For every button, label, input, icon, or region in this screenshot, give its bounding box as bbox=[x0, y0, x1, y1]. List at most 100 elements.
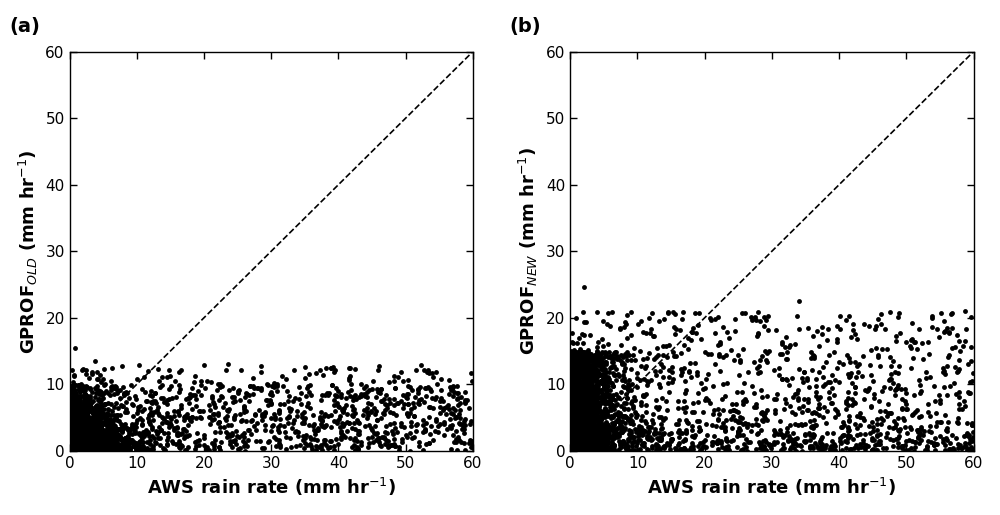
Point bbox=[288, 442, 304, 450]
Point bbox=[572, 398, 588, 406]
Point bbox=[450, 394, 466, 403]
Point bbox=[63, 436, 79, 444]
Point bbox=[573, 403, 589, 411]
Point bbox=[643, 375, 659, 384]
Point bbox=[81, 447, 97, 455]
Point bbox=[62, 432, 78, 440]
Point bbox=[574, 433, 590, 441]
Point bbox=[565, 364, 581, 372]
Point bbox=[63, 445, 79, 453]
Point bbox=[562, 410, 578, 418]
Point bbox=[769, 437, 785, 445]
Point bbox=[576, 447, 592, 455]
Point bbox=[590, 425, 606, 434]
Point bbox=[393, 422, 409, 430]
Point bbox=[576, 365, 592, 373]
Point bbox=[365, 438, 381, 447]
Point bbox=[66, 435, 82, 443]
Point bbox=[578, 414, 594, 422]
Point bbox=[754, 416, 770, 424]
Point bbox=[220, 430, 236, 438]
Point bbox=[89, 419, 105, 427]
Point bbox=[69, 427, 85, 436]
Point bbox=[80, 445, 96, 454]
Point bbox=[877, 324, 893, 333]
Point bbox=[610, 392, 626, 401]
Point bbox=[89, 368, 105, 376]
Point bbox=[305, 410, 321, 419]
Point bbox=[593, 441, 609, 450]
Point bbox=[90, 402, 106, 410]
Point bbox=[64, 398, 80, 406]
Point bbox=[78, 446, 94, 454]
Point bbox=[159, 409, 175, 417]
Point bbox=[924, 322, 940, 331]
Point bbox=[73, 439, 89, 448]
Point bbox=[950, 419, 966, 427]
Point bbox=[432, 397, 448, 405]
Point bbox=[88, 384, 104, 392]
Point bbox=[579, 384, 595, 392]
Point bbox=[683, 336, 699, 344]
Point bbox=[180, 443, 196, 452]
Point bbox=[578, 353, 594, 361]
Point bbox=[576, 411, 592, 420]
Point bbox=[68, 442, 84, 450]
Point bbox=[82, 436, 98, 444]
Point bbox=[567, 402, 583, 410]
Point bbox=[63, 418, 79, 426]
Point bbox=[212, 423, 228, 432]
Point bbox=[579, 379, 595, 387]
Point bbox=[104, 382, 120, 390]
Point bbox=[566, 376, 582, 385]
Point bbox=[577, 395, 593, 403]
Point bbox=[64, 427, 80, 436]
Point bbox=[128, 422, 144, 431]
Point bbox=[75, 439, 91, 448]
Point bbox=[866, 436, 882, 444]
Point bbox=[89, 436, 105, 444]
Point bbox=[79, 440, 95, 448]
Point bbox=[91, 446, 107, 454]
Point bbox=[177, 432, 193, 440]
Point bbox=[565, 430, 581, 438]
Point bbox=[569, 372, 585, 380]
Point bbox=[567, 447, 583, 455]
Point bbox=[570, 390, 586, 399]
Point bbox=[64, 405, 80, 413]
Point bbox=[63, 432, 79, 440]
Point bbox=[565, 366, 581, 374]
Point bbox=[566, 362, 582, 370]
Point bbox=[89, 432, 105, 440]
Point bbox=[563, 347, 579, 355]
Point bbox=[69, 444, 85, 453]
Point bbox=[574, 415, 590, 423]
Point bbox=[310, 426, 326, 434]
Point bbox=[89, 410, 105, 419]
Point bbox=[568, 431, 584, 439]
Point bbox=[624, 397, 640, 405]
Point bbox=[76, 419, 92, 427]
Point bbox=[119, 424, 135, 432]
Point bbox=[763, 444, 779, 453]
Point bbox=[709, 439, 725, 448]
Point bbox=[584, 404, 600, 413]
Point bbox=[62, 427, 78, 435]
Point bbox=[757, 409, 773, 417]
Point bbox=[919, 441, 935, 450]
Point bbox=[574, 359, 590, 368]
Point bbox=[73, 417, 89, 425]
Point bbox=[112, 447, 128, 455]
Point bbox=[585, 414, 601, 422]
Point bbox=[269, 380, 285, 388]
Point bbox=[64, 445, 80, 453]
Point bbox=[647, 427, 663, 436]
Point bbox=[110, 425, 126, 433]
Point bbox=[65, 434, 81, 442]
Point bbox=[63, 432, 79, 440]
Point bbox=[563, 432, 579, 440]
Point bbox=[578, 444, 594, 452]
Point bbox=[68, 438, 84, 446]
Point bbox=[66, 443, 82, 451]
Point bbox=[66, 441, 82, 449]
